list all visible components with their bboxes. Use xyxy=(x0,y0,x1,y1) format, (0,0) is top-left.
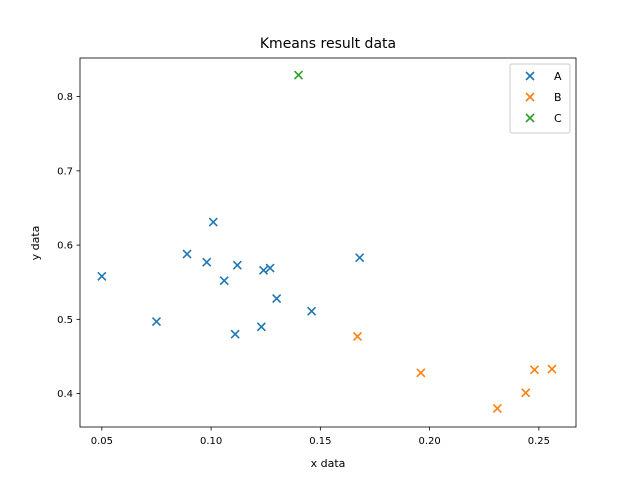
series-c xyxy=(293,70,304,80)
data-point xyxy=(529,365,540,375)
data-point xyxy=(182,249,192,259)
legend: ABC xyxy=(509,63,571,134)
data-point xyxy=(97,271,107,281)
y-tick-label: 0.5 xyxy=(57,315,73,326)
y-axis-label: y data xyxy=(29,226,42,261)
chart-title: Kmeans result data xyxy=(260,36,396,52)
y-tick-label: 0.6 xyxy=(57,241,73,252)
data-point xyxy=(265,263,275,273)
x-tick-label: 0.05 xyxy=(91,436,113,447)
legend-box xyxy=(509,63,571,134)
legend-label: C xyxy=(554,112,562,125)
data-point xyxy=(151,317,162,327)
data-point xyxy=(272,293,282,304)
data-point xyxy=(547,364,557,374)
data-point xyxy=(256,322,266,332)
data-point xyxy=(232,260,242,270)
x-tick-label: 0.15 xyxy=(309,436,331,447)
series-b xyxy=(352,331,557,414)
data-point xyxy=(219,276,229,286)
data-point xyxy=(258,265,269,275)
x-tick-label: 0.10 xyxy=(200,436,222,447)
y-tick-label: 0.7 xyxy=(57,166,73,177)
data-point xyxy=(492,403,502,414)
data-point xyxy=(416,368,426,378)
legend-label: B xyxy=(554,91,562,104)
x-tick-label: 0.25 xyxy=(528,436,550,447)
y-tick-label: 0.8 xyxy=(57,92,73,103)
y-tick-label: 0.4 xyxy=(57,389,73,400)
legend-marker xyxy=(525,92,535,102)
plot-area: 0.05 0.10 0.15 0.20 0.25 0.4 0.5 0.6 0.7 0.8 xyxy=(57,57,577,447)
legend-marker xyxy=(525,113,535,123)
data-point xyxy=(202,257,212,267)
data-point xyxy=(293,70,304,80)
data-point xyxy=(208,217,218,227)
x-axis-label: x data xyxy=(311,457,346,470)
data-point xyxy=(230,329,240,339)
legend-marker xyxy=(525,71,535,81)
data-point xyxy=(307,306,317,316)
legend-label: A xyxy=(554,70,562,83)
x-tick-label: 0.20 xyxy=(418,436,440,447)
series-a xyxy=(97,217,365,339)
data-point xyxy=(355,253,365,263)
data-point xyxy=(521,388,531,398)
data-point xyxy=(352,331,363,341)
axes-frame xyxy=(79,57,577,428)
